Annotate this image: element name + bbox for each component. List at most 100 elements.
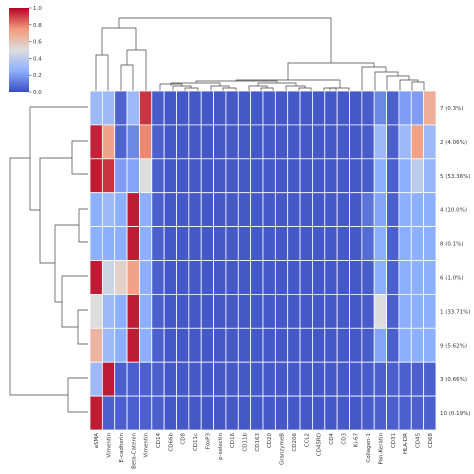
heatmap-cell — [262, 158, 276, 194]
heatmap-cell — [200, 158, 214, 194]
heatmap-cell — [324, 192, 338, 227]
heatmap-cell — [89, 226, 103, 261]
heatmap-cell — [250, 226, 264, 261]
heatmap-cell — [398, 395, 412, 431]
heatmap-cell — [324, 226, 338, 261]
heatmap-cell — [188, 327, 202, 363]
heatmap-cell — [101, 158, 116, 194]
colorbar: 0.0 0.2 0.4 0.6 0.8 1.0 — [9, 6, 42, 96]
colorbar-tick-label: 0.0 — [33, 90, 42, 96]
heatmap-cell — [250, 327, 264, 363]
column-label: CD45 — [415, 433, 421, 449]
heatmap-cell — [89, 90, 103, 126]
column-label: CD66b — [168, 433, 174, 452]
heatmap-cell — [287, 293, 301, 329]
row-labels: 7 (0.3%) 2 (4.06%) 5 (53.36%) 4 (10.0%) 8 (0… — [440, 106, 471, 417]
column-label: CD31 — [391, 433, 397, 448]
column-label: CD20 — [267, 433, 273, 449]
heatmap-cell — [423, 226, 437, 261]
heatmap-cell — [361, 395, 375, 431]
heatmap-cell — [349, 327, 363, 363]
heatmap-cell — [312, 158, 326, 194]
heatmap-cell — [151, 260, 165, 295]
heatmap-cell — [213, 192, 227, 227]
heatmap-cell — [139, 361, 153, 397]
heatmap-cell — [410, 395, 425, 431]
heatmap-cell — [139, 90, 153, 126]
colorbar-tick-label: 0.2 — [33, 73, 42, 79]
heatmap-cell — [373, 124, 387, 160]
heatmap-cell — [163, 260, 177, 295]
heatmap-cell — [163, 226, 177, 261]
heatmap-cell — [349, 192, 363, 227]
colorbar-gradient — [9, 8, 29, 92]
heatmap-cell — [299, 293, 313, 329]
heatmap-cell — [299, 395, 313, 431]
heatmap-cell — [176, 395, 190, 431]
heatmap-cell — [176, 226, 190, 261]
heatmap-cell — [361, 260, 375, 295]
heatmap-cell — [386, 226, 400, 261]
heatmap-cell — [237, 192, 252, 227]
heatmap-cell — [225, 192, 239, 227]
heatmap-cell — [274, 226, 289, 261]
heatmap-cell — [225, 293, 239, 329]
heatmap-grid — [89, 90, 437, 431]
heatmap-cell — [126, 90, 140, 126]
heatmap-cell — [361, 158, 375, 194]
heatmap-cell — [89, 361, 103, 397]
heatmap-cell — [349, 361, 363, 397]
heatmap-cell — [139, 327, 153, 363]
heatmap-cell — [225, 260, 239, 295]
heatmap-cell — [163, 158, 177, 194]
heatmap-cell — [349, 124, 363, 160]
heatmap-cell — [151, 226, 165, 261]
heatmap-cell — [126, 192, 140, 227]
heatmap-cell — [336, 158, 350, 194]
heatmap-cell — [287, 395, 301, 431]
heatmap-cell — [163, 192, 177, 227]
heatmap-cell — [176, 90, 190, 126]
heatmap-cell — [349, 226, 363, 261]
heatmap-cell — [324, 90, 338, 126]
heatmap-cell — [423, 293, 437, 329]
colorbar-tick-label: 0.4 — [33, 56, 42, 62]
heatmap-cell — [373, 260, 387, 295]
heatmap-cell — [299, 90, 313, 126]
heatmap-cell — [250, 395, 264, 431]
heatmap-cell — [287, 192, 301, 227]
heatmap-cell — [324, 395, 338, 431]
heatmap-cell — [126, 395, 140, 431]
heatmap-cell — [386, 361, 400, 397]
heatmap-cell — [213, 327, 227, 363]
heatmap-cell — [101, 90, 116, 126]
heatmap-cell — [398, 124, 412, 160]
heatmap-cell — [237, 293, 252, 329]
heatmap-cell — [274, 90, 289, 126]
heatmap-cell — [299, 158, 313, 194]
heatmap-cell — [163, 395, 177, 431]
row-dendrogram — [9, 106, 88, 413]
heatmap-cell — [386, 192, 400, 227]
heatmap-cell — [200, 293, 214, 329]
heatmap-cell — [373, 395, 387, 431]
heatmap-cell — [373, 90, 387, 126]
heatmap-cell — [287, 226, 301, 261]
heatmap-cell — [188, 260, 202, 295]
heatmap-cell — [225, 124, 239, 160]
heatmap-cell — [336, 90, 350, 126]
heatmap-cell — [89, 124, 103, 160]
heatmap-cell — [200, 226, 214, 261]
column-label: Vimentin — [144, 432, 150, 457]
column-label: CCL2 — [304, 433, 310, 447]
heatmap-cell — [139, 226, 153, 261]
column-label: E-cadherin — [119, 432, 125, 462]
column-label: CD11c — [193, 433, 199, 451]
colorbar-ticks: 0.0 0.2 0.4 0.6 0.8 1.0 — [29, 6, 42, 96]
heatmap-cell — [312, 226, 326, 261]
heatmap-cell — [126, 158, 140, 194]
column-labels: aSMA Vimentin E-cadherin Beta-Catenin Viment… — [94, 432, 434, 469]
row-label: 1 (33.71%) — [440, 309, 471, 315]
heatmap-cell — [114, 361, 128, 397]
heatmap-cell — [188, 90, 202, 126]
